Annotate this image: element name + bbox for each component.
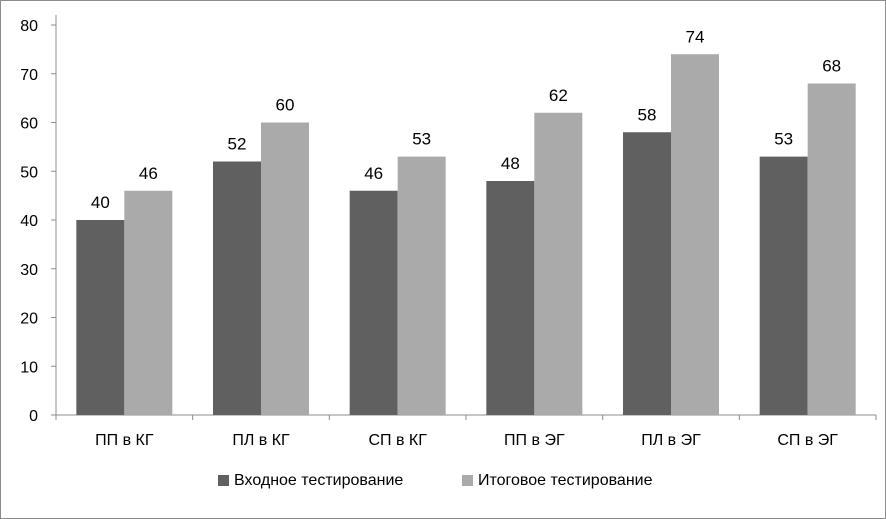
y-tick-label: 30	[20, 262, 38, 279]
data-label: 74	[686, 27, 705, 46]
y-tick-label: 10	[20, 359, 38, 376]
bar-input-3	[486, 181, 535, 415]
legend-swatch	[462, 475, 473, 486]
bar-input-0	[76, 220, 125, 415]
y-tick-label: 0	[29, 408, 38, 425]
data-label: 60	[276, 96, 295, 115]
bar-final-3	[534, 112, 583, 415]
data-label: 46	[139, 164, 158, 183]
y-tick-label: 60	[20, 116, 38, 133]
legend-label: Итоговое тестирование	[478, 472, 653, 489]
data-label: 52	[228, 135, 247, 154]
bar-input-5	[759, 156, 808, 415]
data-label: 40	[91, 193, 110, 212]
bar-final-0	[124, 190, 173, 415]
bar-final-4	[671, 54, 719, 415]
y-tick-label: 70	[20, 67, 38, 84]
y-tick-label: 80	[20, 18, 38, 35]
x-category-label: СП в КГ	[368, 432, 427, 449]
legend-swatch	[218, 475, 229, 486]
bar-input-2	[349, 190, 398, 415]
data-label: 58	[638, 105, 657, 124]
y-tick-label: 40	[20, 213, 38, 230]
x-category-label: ПЛ в ЭГ	[641, 432, 701, 449]
x-category-label: ПП в КГ	[95, 432, 154, 449]
legend-label: Входное тестирование	[234, 472, 403, 489]
x-category-label: СП в ЭГ	[777, 432, 838, 449]
data-label: 46	[364, 164, 383, 183]
bar-input-1	[213, 161, 261, 415]
x-category-label: ПП в ЭГ	[504, 432, 565, 449]
bar-final-2	[397, 156, 446, 415]
bar-final-1	[261, 122, 309, 415]
data-label: 62	[549, 86, 568, 105]
data-label: 68	[822, 57, 841, 76]
x-category-label: ПЛ в КГ	[232, 432, 290, 449]
y-tick-label: 20	[20, 311, 38, 328]
bar-input-4	[623, 132, 671, 415]
bar-final-5	[807, 83, 856, 415]
data-label: 48	[501, 154, 520, 173]
data-label: 53	[412, 130, 431, 149]
y-tick-label: 50	[20, 164, 38, 181]
data-label: 53	[774, 130, 793, 149]
